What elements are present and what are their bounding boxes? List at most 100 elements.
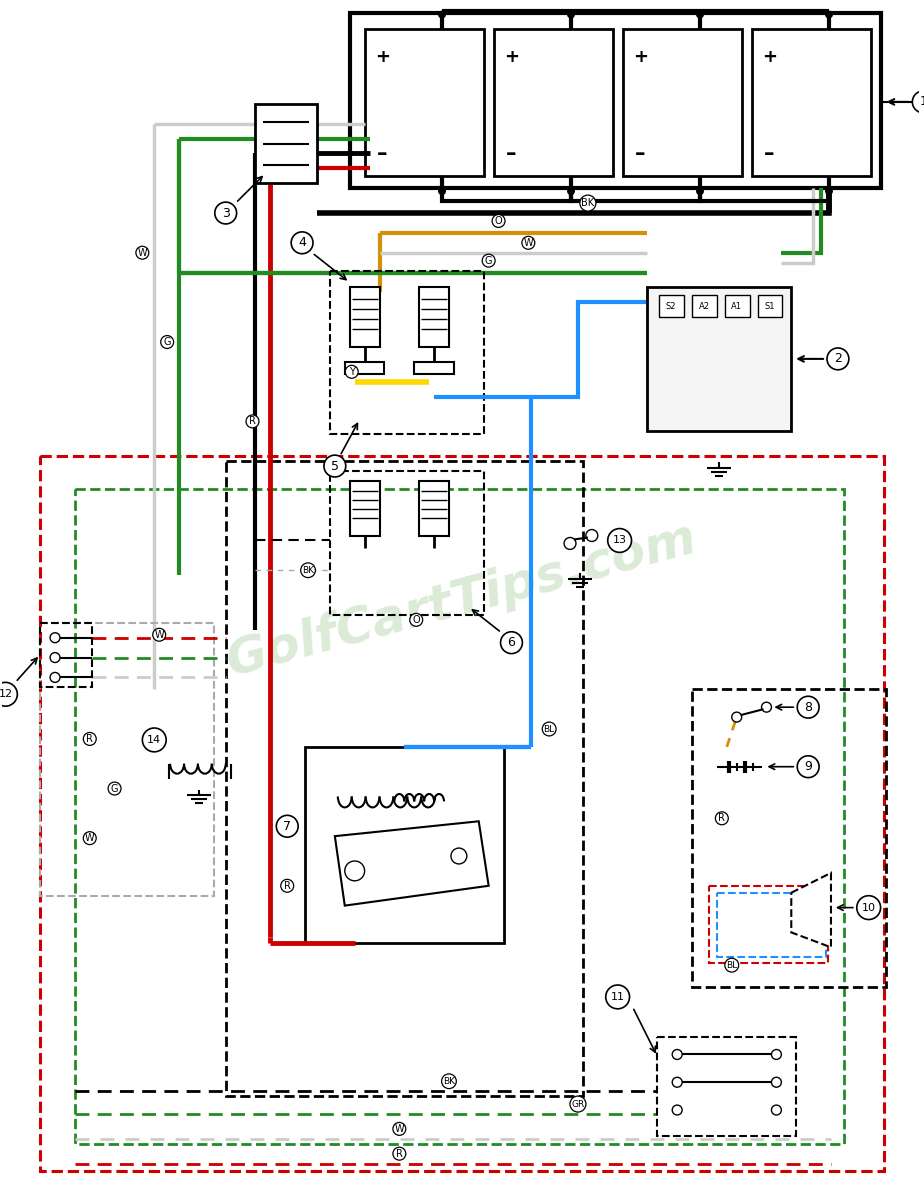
Text: Y: Y [348, 367, 355, 376]
Circle shape [0, 683, 18, 707]
Bar [40, 623, 213, 895]
Bar [692, 689, 885, 987]
Text: +: + [504, 48, 519, 66]
Text: BK: BK [581, 198, 594, 208]
Text: 12: 12 [0, 689, 13, 700]
Text: 9: 9 [804, 760, 812, 773]
Text: 7: 7 [284, 820, 291, 833]
Bar [758, 296, 783, 317]
Circle shape [291, 232, 313, 254]
Circle shape [50, 653, 60, 662]
Polygon shape [791, 873, 831, 947]
Text: 4: 4 [298, 237, 306, 249]
Circle shape [772, 1049, 782, 1059]
Circle shape [564, 537, 576, 549]
Text: BL: BL [543, 725, 554, 733]
Circle shape [825, 11, 833, 18]
Text: S1: S1 [764, 302, 774, 311]
Circle shape [608, 529, 631, 553]
Circle shape [606, 984, 629, 1008]
Bar [660, 296, 684, 317]
Text: 11: 11 [611, 992, 625, 1002]
Bar [419, 481, 449, 536]
Circle shape [324, 456, 346, 477]
Circle shape [50, 632, 60, 643]
Text: GR: GR [571, 1100, 585, 1108]
Bar [330, 270, 483, 434]
Bar [75, 489, 844, 1144]
Bar [255, 103, 317, 183]
Circle shape [214, 202, 237, 224]
Circle shape [732, 712, 742, 722]
Text: 2: 2 [834, 352, 842, 365]
Text: G: G [485, 256, 492, 266]
Text: A1: A1 [731, 302, 742, 311]
Text: R: R [718, 814, 725, 823]
Text: –: – [635, 144, 646, 165]
Circle shape [912, 91, 924, 113]
Circle shape [276, 815, 298, 837]
Text: A2: A2 [699, 302, 710, 311]
Bar [330, 471, 483, 615]
Bar [350, 12, 881, 189]
Bar [648, 287, 791, 432]
Circle shape [825, 188, 833, 195]
Circle shape [567, 188, 575, 195]
Text: R: R [284, 881, 291, 891]
Text: 1: 1 [919, 95, 924, 108]
Text: BK: BK [443, 1077, 455, 1085]
Circle shape [50, 672, 60, 683]
Text: +: + [762, 48, 777, 66]
Text: BL: BL [726, 960, 737, 970]
Bar [350, 481, 380, 536]
Circle shape [501, 632, 522, 654]
Bar [657, 1036, 796, 1136]
Text: 14: 14 [147, 734, 162, 745]
Circle shape [761, 702, 772, 712]
Text: W: W [154, 630, 164, 639]
Circle shape [673, 1049, 682, 1059]
Circle shape [696, 188, 704, 195]
Text: O: O [494, 216, 503, 226]
Bar [751, 30, 870, 177]
Text: W: W [395, 1124, 404, 1133]
Circle shape [142, 728, 166, 751]
Bar [40, 456, 883, 1171]
Text: +: + [633, 48, 648, 66]
Circle shape [567, 11, 575, 18]
Circle shape [673, 1105, 682, 1115]
Text: 8: 8 [804, 701, 812, 714]
Circle shape [451, 849, 467, 864]
Text: R: R [249, 416, 256, 427]
Text: +: + [375, 48, 390, 66]
Circle shape [438, 11, 446, 18]
Circle shape [673, 1077, 682, 1087]
Bar [345, 362, 384, 374]
Text: –: – [764, 144, 774, 165]
Text: W: W [138, 248, 147, 257]
Bar [225, 462, 583, 1096]
Text: –: – [506, 144, 517, 165]
Text: G: G [111, 784, 118, 793]
Bar [692, 296, 717, 317]
Circle shape [696, 11, 704, 18]
Text: 3: 3 [222, 207, 230, 220]
Circle shape [857, 895, 881, 920]
Bar [717, 893, 826, 957]
Text: GolfCartTips.com: GolfCartTips.com [220, 514, 701, 686]
Text: R: R [86, 734, 93, 744]
Text: 5: 5 [331, 459, 339, 472]
Text: W: W [85, 833, 94, 843]
Bar [419, 287, 449, 347]
Text: R: R [395, 1149, 403, 1159]
Text: 6: 6 [507, 636, 516, 649]
Bar [350, 287, 380, 347]
Text: –: – [377, 144, 388, 165]
Circle shape [438, 188, 446, 195]
Text: G: G [164, 337, 171, 347]
Circle shape [797, 696, 819, 718]
Text: BK: BK [302, 566, 314, 575]
Bar [709, 886, 828, 963]
Text: 10: 10 [862, 903, 876, 912]
Bar [414, 362, 454, 374]
